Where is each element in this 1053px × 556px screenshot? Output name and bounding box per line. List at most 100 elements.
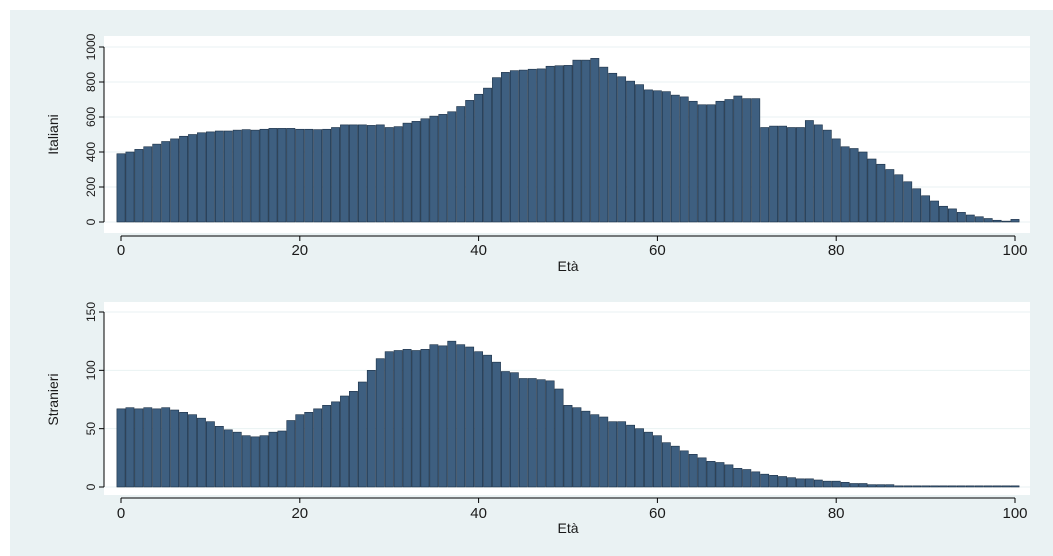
italiani-bar <box>438 114 448 223</box>
italiani-bar <box>340 124 349 223</box>
italiani-bar <box>876 163 886 223</box>
stranieri-bar <box>903 485 913 488</box>
stranieri-bar <box>447 340 457 488</box>
stranieri-bar <box>456 344 466 488</box>
stranieri-bar <box>894 485 904 488</box>
italiani-bar <box>179 135 188 223</box>
stranieri-bar <box>787 477 796 488</box>
italiani-bar <box>697 104 707 223</box>
stranieri-bar <box>679 450 689 488</box>
stranieri-bar <box>590 414 600 488</box>
stranieri-bar <box>393 350 403 488</box>
stranieri-bar <box>465 346 475 488</box>
italiani-bar <box>956 212 966 223</box>
stranieri-bar <box>349 391 358 488</box>
italiani-bar <box>250 129 260 223</box>
stranieri-bar <box>474 351 484 488</box>
italiani-bar <box>1010 219 1020 223</box>
italiani-bar <box>116 153 126 223</box>
italiani-bar <box>349 124 358 223</box>
italiani-bar <box>706 104 716 223</box>
stranieri-bar <box>867 484 877 488</box>
stranieri-bar <box>992 485 1002 488</box>
stranieri-bar <box>197 417 206 488</box>
italiani-bar <box>921 195 931 223</box>
italiani-bar <box>742 98 752 223</box>
stranieri-bar <box>769 475 779 488</box>
italiani-y-tick-label: 1000 <box>84 33 98 60</box>
italiani-bar <box>447 111 457 223</box>
stranieri-bar <box>545 380 555 488</box>
stranieri-bar <box>179 412 188 488</box>
stranieri-bar <box>760 473 770 488</box>
stranieri-bar <box>268 431 278 488</box>
stranieri-bar <box>617 421 627 488</box>
italiani-bar <box>849 148 859 223</box>
stranieri-bar <box>527 378 537 488</box>
italiani-bar <box>894 174 904 223</box>
italiani-bar <box>501 72 510 223</box>
stranieri-bar <box>1001 485 1011 488</box>
stranieri-bar <box>644 431 653 488</box>
italiani-bar <box>313 129 323 223</box>
italiani-bar <box>375 124 385 223</box>
italiani-bar <box>760 127 770 223</box>
italiani-bar <box>885 169 895 223</box>
italiani-bar <box>304 128 314 223</box>
stranieri-bar <box>948 485 957 488</box>
italiani-bar <box>474 93 484 223</box>
stranieri-bar <box>402 349 412 488</box>
italiani-y-tick-label: 400 <box>84 142 98 162</box>
italiani-x-tick-label: 20 <box>291 242 308 259</box>
stranieri-bar <box>375 358 385 488</box>
stranieri-bar <box>143 407 153 488</box>
stranieri-bar <box>161 407 171 488</box>
italiani-bar <box>205 131 215 223</box>
stranieri-bar <box>930 485 939 488</box>
italiani-bar <box>831 138 841 223</box>
stranieri-bar <box>635 428 644 488</box>
italiani-bar <box>572 59 582 223</box>
italiani-chart: 0 200 400 600 800 1000 Italiani 0 20 40 60 80 100 Età <box>45 33 1030 274</box>
stranieri-chart: 0 50 100 150 Stranieri 0 20 40 60 80 100 Età <box>45 302 1030 536</box>
stranieri-bar <box>956 485 966 488</box>
italiani-bar <box>134 149 144 223</box>
stranieri-bar <box>340 395 349 488</box>
stranieri-bar <box>983 485 993 488</box>
italiani-bar <box>259 128 269 223</box>
italiani-x-tick-label: 80 <box>828 242 845 259</box>
italiani-bar <box>813 124 823 223</box>
italiani-bar <box>223 130 233 223</box>
italiani-bar <box>840 146 850 223</box>
italiani-bar <box>983 218 993 223</box>
italiani-bar <box>268 128 278 223</box>
stranieri-bar <box>626 424 635 488</box>
italiani-bar <box>277 128 287 223</box>
stranieri-bar <box>322 405 332 488</box>
italiani-bar <box>286 128 296 223</box>
italiani-bar <box>796 127 805 223</box>
stranieri-bar <box>170 409 180 488</box>
stranieri-y-tick-label: 150 <box>84 302 98 322</box>
italiani-bar <box>778 125 787 223</box>
italiani-bar <box>545 65 555 223</box>
italiani-bar <box>635 84 644 223</box>
stranieri-bar <box>974 485 984 488</box>
italiani-bar <box>679 96 689 223</box>
stranieri-bar <box>885 484 895 488</box>
italiani-y-axis-title: Italiani <box>45 114 61 154</box>
italiani-bar <box>331 127 340 223</box>
stranieri-x-tick-label: 60 <box>649 505 666 522</box>
italiani-bar <box>366 125 376 223</box>
stranieri-bar <box>813 479 823 488</box>
stranieri-bar <box>429 344 439 488</box>
italiani-bar <box>599 66 609 223</box>
italiani-x-tick-label: 100 <box>1002 242 1027 259</box>
italiani-bar <box>518 69 528 223</box>
stranieri-bar <box>796 478 805 488</box>
stranieri-bar <box>501 371 510 488</box>
stranieri-bar <box>742 469 752 488</box>
stranieri-bar <box>250 436 260 488</box>
stranieri-bar <box>304 412 314 488</box>
stranieri-bar <box>965 485 975 488</box>
